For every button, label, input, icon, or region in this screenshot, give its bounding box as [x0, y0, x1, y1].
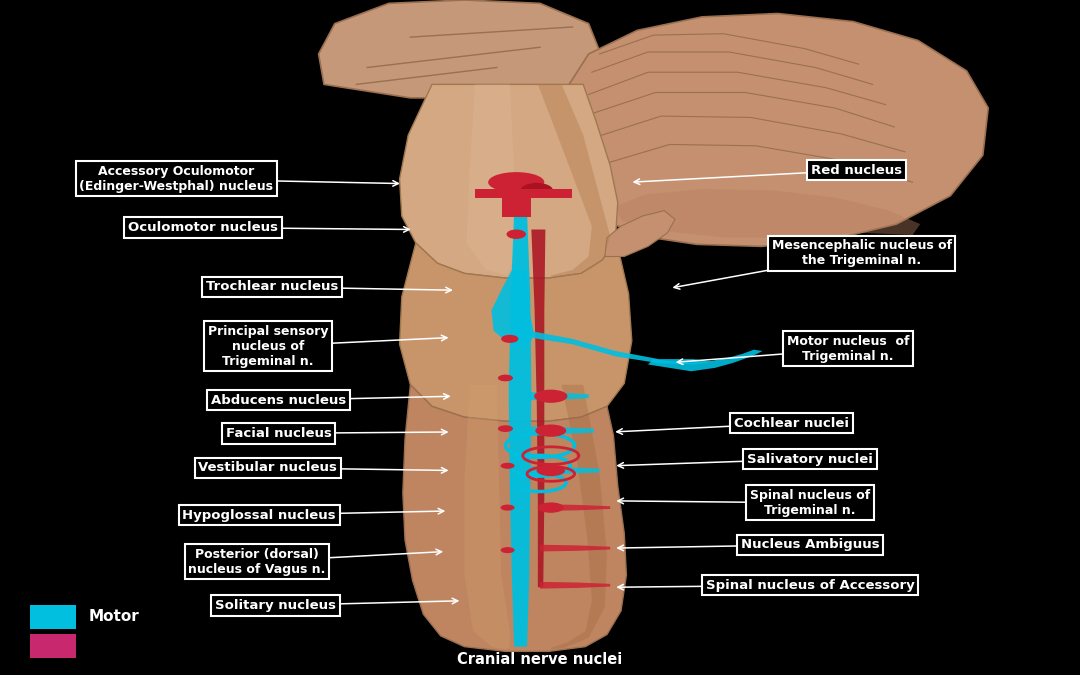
Polygon shape [527, 466, 599, 475]
Text: Abducens nucleus: Abducens nucleus [211, 394, 347, 407]
Polygon shape [538, 84, 610, 277]
Text: Spinal nucleus of Accessory: Spinal nucleus of Accessory [705, 578, 915, 592]
Ellipse shape [507, 230, 526, 239]
Polygon shape [540, 582, 610, 589]
Ellipse shape [538, 502, 564, 513]
Text: Posterior (dorsal)
nucleus of Vagus n.: Posterior (dorsal) nucleus of Vagus n. [188, 547, 326, 576]
Polygon shape [467, 84, 516, 275]
Polygon shape [464, 385, 510, 649]
Ellipse shape [501, 505, 515, 510]
FancyBboxPatch shape [30, 634, 76, 658]
Polygon shape [491, 270, 534, 344]
Text: Cochlear nuclei: Cochlear nuclei [734, 416, 849, 430]
Text: Cranial nerve nuclei: Cranial nerve nuclei [457, 652, 623, 667]
Ellipse shape [535, 389, 567, 403]
Text: Oculomotor nucleus: Oculomotor nucleus [129, 221, 278, 234]
Polygon shape [400, 84, 618, 278]
Text: Red nucleus: Red nucleus [811, 163, 902, 177]
Ellipse shape [501, 335, 518, 343]
Polygon shape [540, 504, 610, 511]
Ellipse shape [498, 425, 513, 432]
Text: Trochlear nucleus: Trochlear nucleus [206, 280, 338, 294]
Text: Vestibular nucleus: Vestibular nucleus [199, 461, 337, 475]
Polygon shape [509, 213, 531, 647]
Ellipse shape [536, 425, 566, 437]
Polygon shape [551, 385, 607, 649]
Text: Nucleus Ambiguus: Nucleus Ambiguus [741, 538, 879, 551]
Ellipse shape [521, 183, 553, 198]
Text: Mesencephalic nucleus of
the Trigeminal n.: Mesencephalic nucleus of the Trigeminal … [772, 239, 951, 267]
Polygon shape [540, 545, 610, 551]
Polygon shape [567, 14, 988, 246]
Polygon shape [531, 230, 545, 587]
FancyBboxPatch shape [30, 605, 76, 629]
Polygon shape [403, 385, 626, 651]
Text: Principal sensory
nucleus of
Trigeminal n.: Principal sensory nucleus of Trigeminal … [207, 325, 328, 368]
Ellipse shape [498, 375, 513, 381]
Text: Accessory Oculomotor
(Edinger-Westphal) nucleus: Accessory Oculomotor (Edinger-Westphal) … [79, 165, 273, 193]
Text: Hypoglossal nucleus: Hypoglossal nucleus [183, 508, 336, 522]
Text: Spinal nucleus of
Trigeminal n.: Spinal nucleus of Trigeminal n. [750, 489, 870, 517]
Text: Salivatory nuclei: Salivatory nuclei [747, 452, 873, 466]
Ellipse shape [488, 172, 544, 192]
Polygon shape [319, 0, 599, 98]
Ellipse shape [501, 463, 515, 468]
Polygon shape [529, 331, 713, 364]
Text: Motor nucleus  of
Trigeminal n.: Motor nucleus of Trigeminal n. [786, 335, 909, 363]
Text: Motor: Motor [89, 610, 139, 624]
Text: Facial nucleus: Facial nucleus [226, 427, 332, 440]
Polygon shape [502, 198, 531, 217]
Polygon shape [613, 189, 920, 238]
Polygon shape [648, 350, 762, 371]
Polygon shape [527, 392, 589, 400]
Polygon shape [605, 211, 675, 256]
Polygon shape [527, 427, 594, 435]
Polygon shape [400, 238, 632, 421]
Polygon shape [475, 189, 572, 198]
Ellipse shape [501, 547, 515, 553]
Text: Solitary nucleus: Solitary nucleus [215, 599, 336, 612]
Ellipse shape [537, 465, 565, 476]
